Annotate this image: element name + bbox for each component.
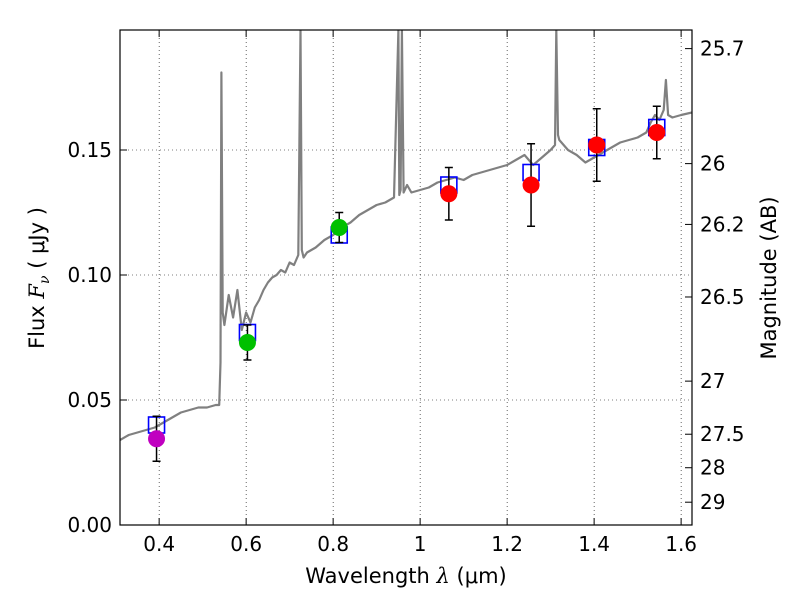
y2-tick-label: 26 xyxy=(700,152,725,176)
photometry-point xyxy=(522,176,540,194)
model-spectrum-line xyxy=(120,30,692,441)
ticks-layer: 0.4 0.6 0.8 1 1.2 1.4 1.6 0.00 0.05 0.10 0.15 25.7 2… xyxy=(67,30,745,556)
y2-tick-label: 29 xyxy=(700,490,725,514)
x-tick-label: 0.4 xyxy=(143,532,175,556)
y-tick-label: 0.15 xyxy=(67,138,112,162)
data-marks-layer xyxy=(147,105,666,462)
x-tick-label: 0.6 xyxy=(230,532,262,556)
y-axis-title: Flux Fν ( μJy ) xyxy=(25,207,53,349)
x-tick-label: 1.2 xyxy=(491,532,523,556)
x-axis-title: Wavelength λ (μm) xyxy=(305,564,506,588)
photometry-point xyxy=(330,219,348,236)
photometry-point xyxy=(440,185,458,203)
y-tick-label: 0.00 xyxy=(67,513,112,537)
y2-tick-label: 25.7 xyxy=(700,37,745,61)
x-tick-label: 0.8 xyxy=(317,532,349,556)
plot-frame xyxy=(119,29,693,526)
x-tick-label: 1.4 xyxy=(578,532,610,556)
photometry-point xyxy=(648,124,666,141)
photometry-point xyxy=(588,136,606,154)
y2-tick-label: 26.2 xyxy=(700,212,745,236)
y-tick-label: 0.05 xyxy=(67,388,112,412)
model-spectrum-layer xyxy=(120,30,692,441)
y2-tick-label: 26.5 xyxy=(700,285,745,309)
y2-tick-label: 27 xyxy=(700,369,725,393)
photometry-point xyxy=(148,430,166,448)
y2-axis-title: Magnitude (AB) xyxy=(757,196,781,359)
y-tick-label: 0.10 xyxy=(67,263,112,287)
photometry-point xyxy=(238,334,256,351)
x-tick-label: 1.6 xyxy=(665,532,697,556)
x-tick-label: 1 xyxy=(414,532,427,556)
y2-tick-label: 28 xyxy=(700,456,725,480)
y2-tick-label: 27.5 xyxy=(700,422,745,446)
